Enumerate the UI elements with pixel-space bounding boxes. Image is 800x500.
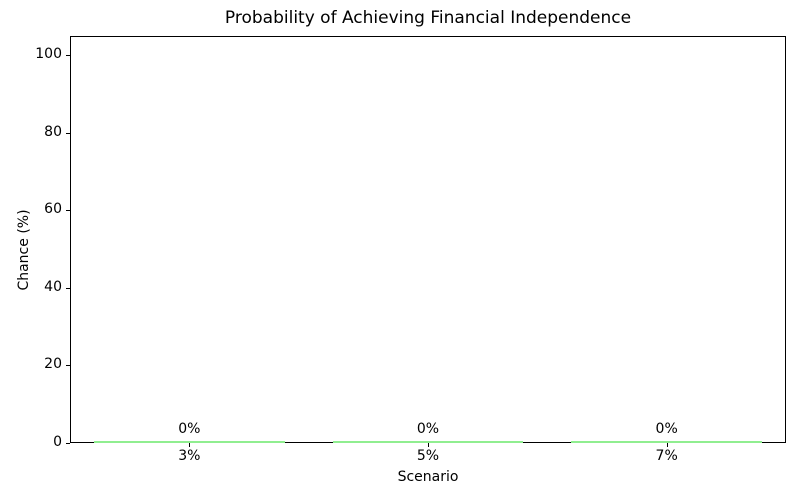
xtick-mark <box>189 443 191 447</box>
ytick-label: 80 <box>44 123 62 140</box>
ytick-mark <box>66 365 70 367</box>
plot-area <box>70 36 786 443</box>
ytick-label: 40 <box>44 278 62 295</box>
xtick-mark <box>666 443 668 447</box>
xtick-label: 5% <box>416 448 440 464</box>
x-axis-label: Scenario <box>397 469 459 485</box>
ytick-mark <box>66 132 70 134</box>
bar <box>332 441 524 443</box>
ytick-mark <box>66 210 70 212</box>
bar-value-label: 0% <box>655 421 678 437</box>
bar-value-label: 0% <box>416 421 440 437</box>
chart-title: Probability of Achieving Financial Indep… <box>224 8 632 28</box>
bar <box>571 441 763 443</box>
ytick-label: 0 <box>53 434 62 450</box>
y-axis-label: Chance (%) <box>16 209 32 291</box>
ytick-label: 100 <box>35 46 62 63</box>
xtick-label: 3% <box>178 448 201 464</box>
ytick-mark <box>66 443 70 444</box>
ytick-mark <box>66 55 70 57</box>
bar <box>93 441 285 443</box>
ytick-label: 20 <box>44 356 62 373</box>
xtick-mark <box>428 443 429 447</box>
ytick-mark <box>66 287 70 289</box>
bar-value-label: 0% <box>178 421 201 437</box>
ytick-label: 60 <box>44 201 62 218</box>
xtick-label: 7% <box>655 448 678 464</box>
